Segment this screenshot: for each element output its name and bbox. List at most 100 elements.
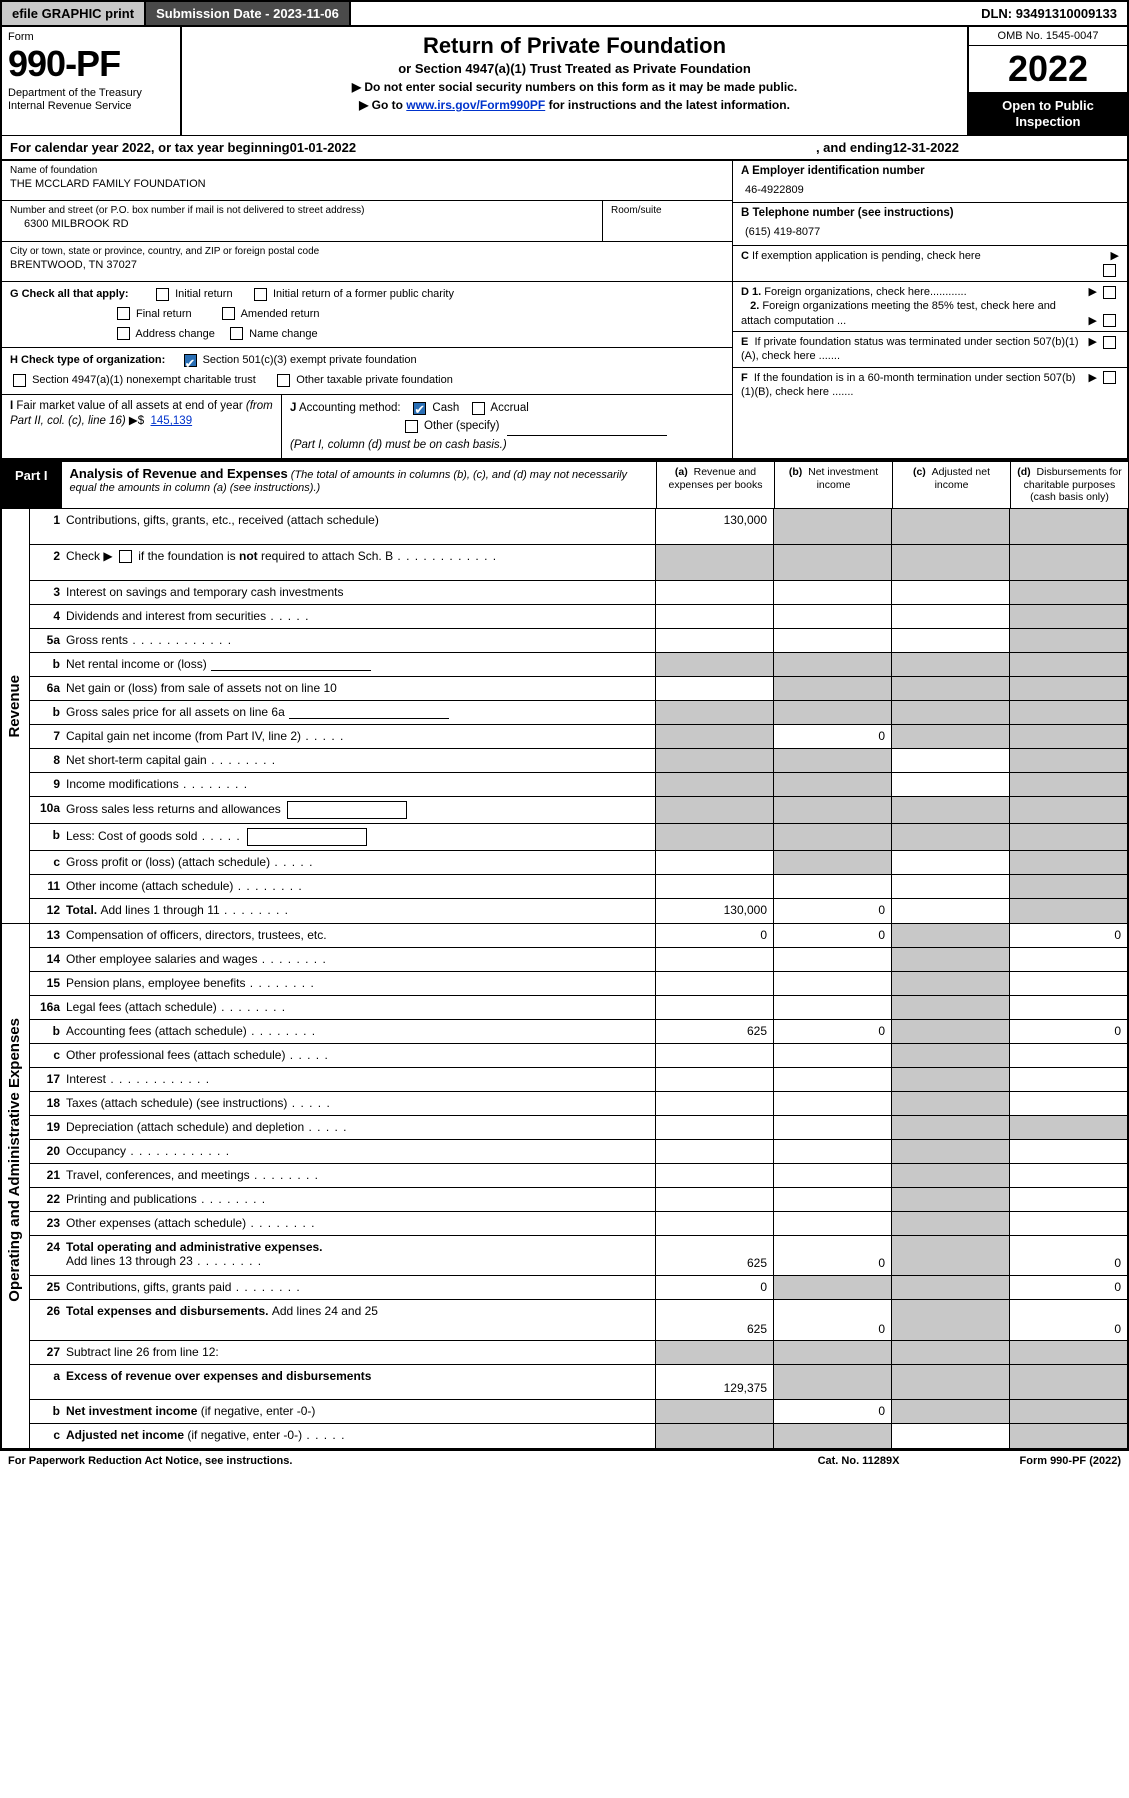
form-number: 990-PF (8, 43, 174, 85)
box-g: G Check all that apply: Initial return I… (2, 282, 732, 348)
row-6a: 6aNet gain or (loss) from sale of assets… (30, 677, 1127, 701)
row-27c: cAdjusted net income (if negative, enter… (30, 1424, 1127, 1448)
r2-checkbox[interactable] (119, 550, 132, 563)
g-name: Name change (249, 328, 318, 340)
j-note: (Part I, column (d) must be on cash basi… (290, 439, 507, 451)
col-b-head: (b) Net investment income (774, 462, 892, 508)
g-amended: Amended return (241, 308, 320, 320)
header-line2: ▶ Go to www.irs.gov/Form990PF for instru… (190, 98, 959, 112)
part1-title: Analysis of Revenue and Expenses (70, 466, 288, 481)
row-6b: bGross sales price for all assets on lin… (30, 701, 1127, 725)
col-c-head: (c) Adjusted net income (892, 462, 1010, 508)
form-label: Form (8, 31, 174, 43)
efile-print-button[interactable]: efile GRAPHIC print (2, 2, 146, 25)
h-501c3-checkbox[interactable] (184, 354, 197, 367)
pending-checkbox[interactable] (1103, 264, 1116, 277)
address-cell: Number and street (or P.O. box number if… (2, 201, 732, 241)
open-inspection: Open to PublicInspection (969, 92, 1127, 135)
row-21: 21Travel, conferences, and meetings (30, 1164, 1127, 1188)
row-16a: 16aLegal fees (attach schedule) (30, 996, 1127, 1020)
g-initial-checkbox[interactable] (156, 288, 169, 301)
d2-checkbox[interactable] (1103, 314, 1116, 327)
header-right: OMB No. 1545-0047 2022 Open to PublicIns… (967, 27, 1127, 135)
expenses-sidebar: Operating and Administrative Expenses (2, 924, 30, 1448)
box-ij: I Fair market value of all assets at end… (2, 395, 732, 458)
row-27a: aExcess of revenue over expenses and dis… (30, 1365, 1127, 1400)
j-accrual-checkbox[interactable] (472, 402, 485, 415)
room-label: Room/suite (611, 204, 724, 217)
h-other: Other taxable private foundation (296, 374, 453, 386)
phone-value: (615) 419-8077 (741, 221, 1119, 241)
irs-link[interactable]: www.irs.gov/Form990PF (406, 98, 545, 112)
form-subtitle: or Section 4947(a)(1) Trust Treated as P… (190, 61, 959, 76)
j-other-checkbox[interactable] (405, 420, 418, 433)
g-name-checkbox[interactable] (230, 327, 243, 340)
g-initial: Initial return (175, 288, 232, 300)
cal-begin: 01-01-2022 (290, 140, 357, 155)
ein-value: 46-4922809 (741, 179, 1119, 199)
box-h: H Check type of organization: Section 50… (2, 348, 732, 395)
row-3: 3Interest on savings and temporary cash … (30, 581, 1127, 605)
row-8: 8Net short-term capital gain (30, 749, 1127, 773)
row-2: 2 Check ▶ if the foundation is not requi… (30, 545, 1127, 581)
submission-date-button[interactable]: Submission Date - 2023-11-06 (146, 2, 351, 25)
row-27b: bNet investment income (if negative, ent… (30, 1400, 1127, 1424)
e-checkbox[interactable] (1103, 336, 1116, 349)
j-cash-checkbox[interactable] (413, 402, 426, 415)
entity-block: Name of foundation THE MCCLARD FAMILY FO… (0, 161, 1129, 282)
phone-label: B Telephone number (see instructions) (741, 206, 1119, 221)
j-cash: Cash (432, 402, 459, 414)
f-checkbox[interactable] (1103, 371, 1116, 384)
row-10b: bLess: Cost of goods sold (30, 824, 1127, 851)
topbar-spacer (351, 2, 971, 25)
row-14: 14Other employee salaries and wages (30, 948, 1127, 972)
i-value[interactable]: 145,139 (151, 415, 193, 427)
h-other-checkbox[interactable] (277, 374, 290, 387)
col-a-head: (a) Revenue and expenses per books (656, 462, 774, 508)
line2-prefix: ▶ Go to (359, 98, 406, 112)
row-10a: 10aGross sales less returns and allowanc… (30, 797, 1127, 824)
footer-left: For Paperwork Reduction Act Notice, see … (8, 1455, 292, 1467)
row-5a: 5aGross rents (30, 629, 1127, 653)
omb-number: OMB No. 1545-0047 (969, 27, 1127, 46)
box-f: F If the foundation is in a 60-month ter… (733, 368, 1127, 403)
g-final-checkbox[interactable] (117, 307, 130, 320)
g-initial-former: Initial return of a former public charit… (273, 288, 454, 300)
row-12: 12Total. Add lines 1 through 11130,0000 (30, 899, 1127, 923)
h-label: H Check type of organization: (10, 354, 165, 366)
foundation-name: THE MCCLARD FAMILY FOUNDATION (10, 177, 724, 191)
g-initial-former-checkbox[interactable] (254, 288, 267, 301)
row-18: 18Taxes (attach schedule) (see instructi… (30, 1092, 1127, 1116)
tax-year: 2022 (969, 46, 1127, 92)
header-line1: ▶ Do not enter social security numbers o… (190, 80, 959, 94)
d1-checkbox[interactable] (1103, 286, 1116, 299)
h-4947-checkbox[interactable] (13, 374, 26, 387)
check-block: G Check all that apply: Initial return I… (0, 282, 1129, 460)
col-d-head: (d) Disbursements for charitable purpose… (1010, 462, 1128, 508)
row-24: 24Total operating and administrative exp… (30, 1236, 1127, 1276)
city-cell: City or town, state or province, country… (2, 242, 732, 281)
row-10c: cGross profit or (loss) (attach schedule… (30, 851, 1127, 875)
submission-label: Submission Date - (156, 6, 273, 21)
r1-a: 130,000 (655, 509, 773, 544)
g-address-checkbox[interactable] (117, 327, 130, 340)
name-label: Name of foundation (10, 164, 724, 177)
topbar: efile GRAPHIC print Submission Date - 20… (0, 0, 1129, 27)
dln-value: 93491310009133 (1016, 6, 1117, 21)
form-title: Return of Private Foundation (190, 33, 959, 59)
j-other: Other (specify) (424, 420, 499, 432)
revenue-grid: Revenue 1Contributions, gifts, grants, e… (0, 509, 1129, 924)
row-22: 22Printing and publications (30, 1188, 1127, 1212)
row-20: 20Occupancy (30, 1140, 1127, 1164)
g-amended-checkbox[interactable] (222, 307, 235, 320)
g-label: G Check all that apply: (10, 288, 129, 300)
name-cell: Name of foundation THE MCCLARD FAMILY FO… (2, 161, 732, 201)
box-d: D 1. Foreign organizations, check here..… (733, 282, 1127, 332)
row-13: 13Compensation of officers, directors, t… (30, 924, 1127, 948)
calendar-year-row: For calendar year 2022, or tax year begi… (0, 135, 1129, 161)
row-15: 15Pension plans, employee benefits (30, 972, 1127, 996)
phone-cell: B Telephone number (see instructions) (6… (733, 203, 1127, 245)
row-11: 11Other income (attach schedule) (30, 875, 1127, 899)
cal-prefix: For calendar year 2022, or tax year begi… (10, 140, 290, 155)
h-501c3: Section 501(c)(3) exempt private foundat… (203, 354, 417, 366)
